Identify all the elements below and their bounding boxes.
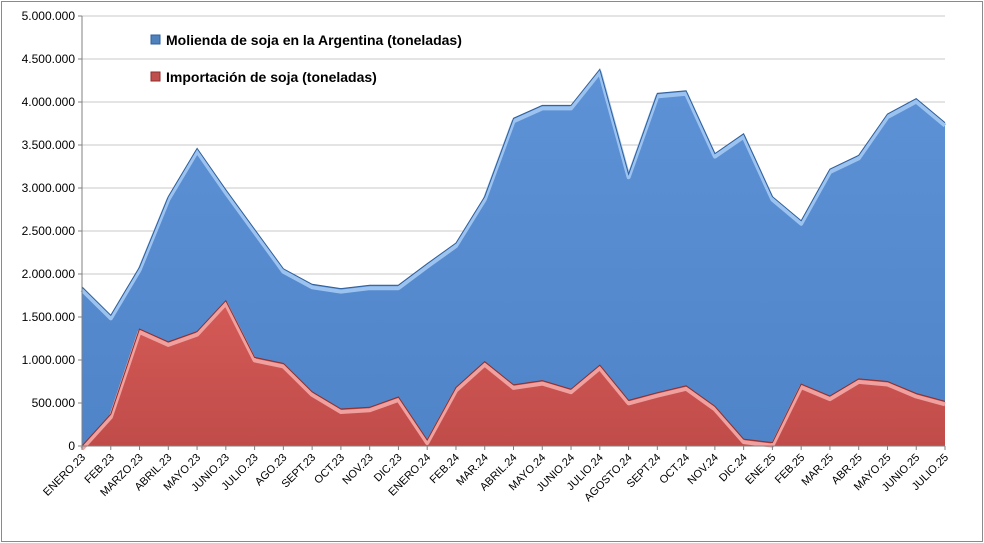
legend-swatch-molienda — [150, 34, 161, 45]
x-tick-label: NOV.24 — [686, 452, 721, 487]
area-molienda-edge — [81, 68, 946, 317]
legend-label-importacion: Importación de soja (toneladas) — [166, 69, 377, 85]
y-tick-label: 0 — [68, 439, 75, 453]
area-importacion — [82, 300, 945, 446]
y-tick-label: 1.500.000 — [22, 310, 76, 324]
area-molienda-highlight — [80, 70, 947, 321]
y-tick-label: 1.000.000 — [22, 353, 76, 367]
x-tick-label: NOV.23 — [340, 452, 375, 487]
legend-label-molienda: Molienda de soja en la Argentina (tonela… — [166, 32, 462, 48]
area-importacion-edge — [81, 299, 946, 447]
legend-swatch-importacion — [150, 71, 161, 82]
y-tick-label: 4.000.000 — [22, 95, 76, 109]
y-tick-label: 5.000.000 — [22, 9, 76, 23]
y-tick-label: 3.000.000 — [22, 181, 76, 195]
x-tick-label: ENE.25 — [743, 452, 778, 487]
area-importacion-highlight — [80, 301, 946, 451]
y-tick-label: 4.500.000 — [22, 52, 76, 66]
legend: Molienda de soja en la Argentina (tonela… — [150, 32, 462, 85]
y-tick-label: 2.000.000 — [22, 267, 76, 281]
x-tick-label: ENERO.23 — [41, 452, 88, 499]
area-molienda — [82, 69, 945, 447]
y-tick-label: 500.000 — [32, 396, 76, 410]
y-tick-label: 2.500.000 — [22, 224, 76, 238]
area-layer — [80, 68, 947, 451]
x-tick-label: MAR.25 — [799, 452, 836, 489]
y-tick-label: 3.500.000 — [22, 138, 76, 152]
